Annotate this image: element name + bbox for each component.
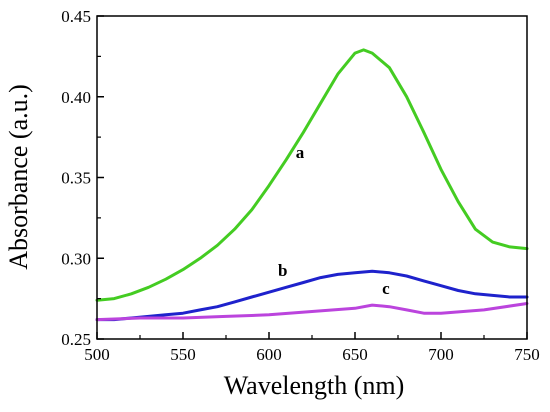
series-line-a: [95, 48, 529, 302]
curve-label-b: b: [278, 261, 287, 280]
plot-area: a b c: [95, 48, 529, 322]
y-tick-label: 0.30: [61, 249, 91, 268]
x-tick-label: 750: [514, 345, 540, 364]
series-line-b: [95, 269, 529, 322]
x-tick-label: 650: [342, 345, 368, 364]
x-axis-title: Wavelength (nm): [224, 371, 405, 400]
axis-ticks: 500 550 600 650 700 750 0.25 0.30 0.35 0.40 0.45: [61, 7, 540, 364]
x-tick-label: 550: [170, 345, 196, 364]
curve-label-a: a: [296, 143, 305, 162]
x-tick-label: 600: [256, 345, 282, 364]
y-tick-label: 0.45: [61, 7, 91, 26]
series-line-c: [95, 302, 529, 322]
y-tick-label: 0.35: [61, 169, 91, 188]
y-tick-label: 0.40: [61, 88, 91, 107]
x-tick-label: 500: [84, 345, 110, 364]
y-axis-title: Absorbance (a.u.): [4, 84, 33, 270]
x-tick-label: 700: [428, 345, 454, 364]
y-tick-label: 0.25: [61, 330, 91, 349]
curve-label-c: c: [382, 279, 390, 298]
